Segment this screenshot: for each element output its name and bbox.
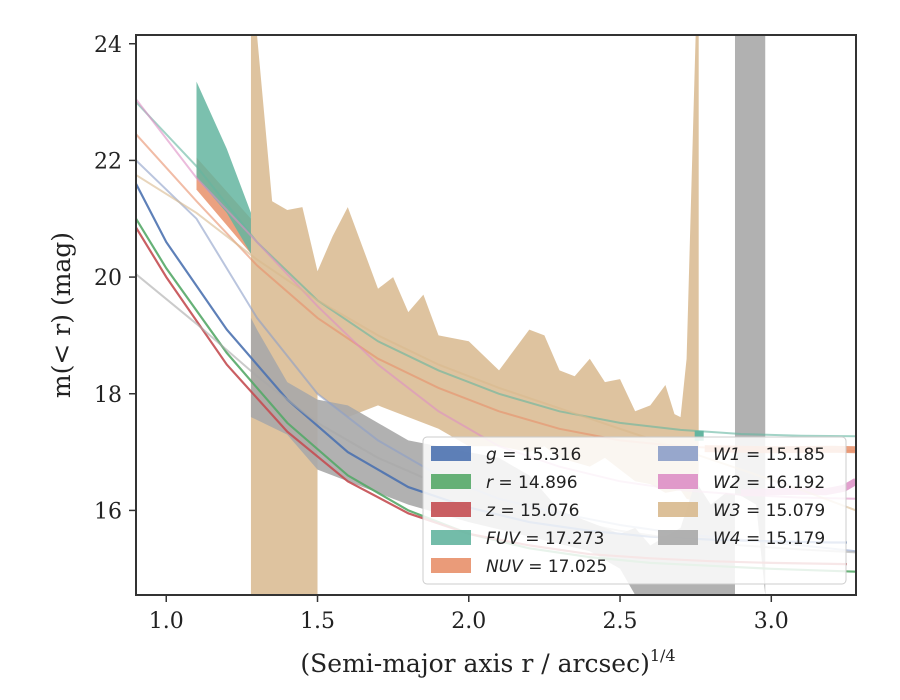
legend-swatch-w2 (658, 474, 698, 489)
legend-swatch-w4 (658, 530, 698, 545)
legend-swatch-g (431, 446, 471, 461)
legend-swatch-r (431, 474, 471, 489)
legend-label-fuv: FUV = 17.273 (486, 529, 604, 549)
y-axis-title: m(< r) (mag) (47, 232, 76, 398)
legend-label-nuv: NUV = 17.025 (486, 557, 607, 577)
x-tick-label: 1.0 (149, 609, 184, 634)
x-tick-label: 1.5 (300, 609, 335, 634)
legend-label-w4: W4 = 15.179 (713, 529, 825, 549)
y-tick-label: 18 (94, 383, 122, 408)
legend: g = 15.316 r = 14.896 z = 15.076 FUV = 17.2… (422, 436, 847, 585)
band-fuv (196, 81, 251, 254)
legend-box (422, 436, 847, 585)
legend-label-r: r = 14.896 (486, 473, 578, 493)
fuv-end-marker (694, 430, 704, 441)
x-tick-label: 2.5 (603, 609, 638, 634)
legend-swatch-z (431, 502, 471, 517)
y-tick-label: 16 (94, 499, 122, 524)
x-tick-label: 2.0 (451, 609, 486, 634)
band-w4 (250, 35, 766, 595)
x-axis-title: (Semi-major axis r / arcsec)1/4 (300, 646, 675, 678)
legend-swatch-w1 (658, 446, 698, 461)
x-axis-title-exponent: 1/4 (650, 646, 676, 665)
plot-frame (135, 34, 857, 596)
legend-label-w2: W2 = 16.192 (713, 473, 825, 493)
y-tick-label: 22 (94, 149, 122, 174)
legend-label-w1: W1 = 15.185 (713, 445, 825, 465)
legend-label-z: z = 15.076 (485, 501, 579, 521)
y-tick-label: 20 (94, 266, 122, 291)
x-tick-label: 3.0 (754, 609, 789, 634)
legend-swatch-nuv (431, 558, 471, 573)
y-tick-label: 24 (94, 33, 122, 58)
legend-label-g: g = 15.316 (486, 445, 581, 465)
legend-swatch-w3 (658, 502, 698, 517)
legend-swatch-fuv (431, 530, 471, 545)
legend-label-w3: W3 = 15.079 (713, 501, 825, 521)
axes: 1.0 1.5 2.0 2.5 3.0 16 18 20 22 24 (Semi-major axi… (47, 33, 857, 678)
